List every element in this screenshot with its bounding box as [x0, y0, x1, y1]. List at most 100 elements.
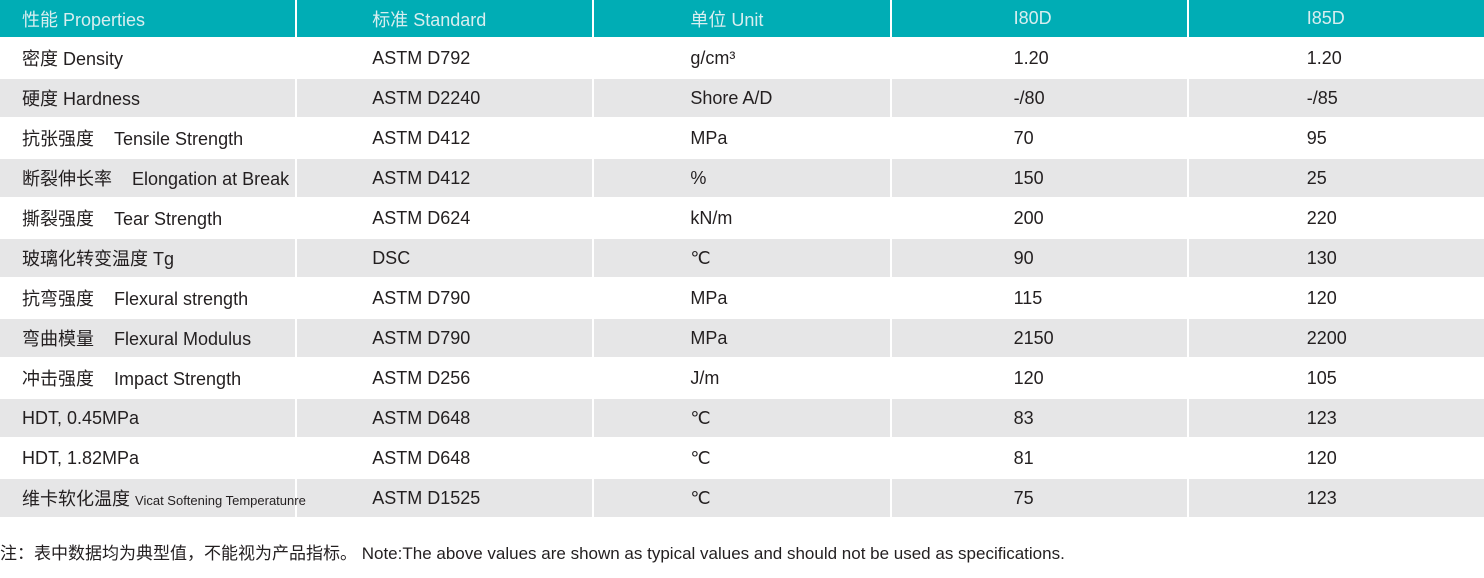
i80d-cell: 115 — [891, 279, 1187, 317]
unit-cell: kN/m — [594, 199, 890, 237]
unit-cell: g/cm³ — [594, 39, 890, 77]
property-en: Flexural Modulus — [114, 329, 252, 349]
standard-cell: ASTM D648 — [297, 399, 593, 437]
unit-cell: % — [594, 159, 890, 197]
i80d-cell: 150 — [891, 159, 1187, 197]
table-row: 撕裂强度 Tear Strength ASTM D624 kN/m 200 22… — [0, 199, 1484, 237]
unit-cell: MPa — [594, 119, 890, 157]
standard-cell: ASTM D648 — [297, 439, 593, 477]
header-unit: 单位 Unit — [594, 0, 890, 37]
property-en: Impact Strength — [114, 369, 242, 389]
property-en: Density — [63, 49, 124, 69]
unit-cell: MPa — [594, 319, 890, 357]
property-en: Elongation at Break — [132, 169, 290, 189]
unit-cell: J/m — [594, 359, 890, 397]
table-row: 弯曲模量 Flexural Modulus ASTM D790 MPa 2150… — [0, 319, 1484, 357]
i80d-cell: 75 — [891, 479, 1187, 517]
property-cell: 硬度 Hardness — [0, 79, 296, 117]
property-cell: HDT, 1.82MPa — [0, 439, 296, 477]
property-cn: 冲击强度 — [22, 369, 94, 389]
i85d-cell: 120 — [1188, 279, 1484, 317]
table-row: HDT, 1.82MPa ASTM D648 ℃ 81 120 — [0, 439, 1484, 477]
i80d-cell: 2150 — [891, 319, 1187, 357]
table-row: HDT, 0.45MPa ASTM D648 ℃ 83 123 — [0, 399, 1484, 437]
standard-cell: ASTM D2240 — [297, 79, 593, 117]
standard-cell: ASTM D1525 — [297, 479, 593, 517]
i85d-cell: 95 — [1188, 119, 1484, 157]
property-en: HDT, 1.82MPa — [22, 447, 140, 468]
i85d-cell: 2200 — [1188, 319, 1484, 357]
property-cn: 弯曲模量 — [22, 329, 94, 349]
property-cell: 撕裂强度 Tear Strength — [0, 199, 296, 237]
i80d-cell: -/80 — [891, 79, 1187, 117]
property-cell: 弯曲模量 Flexural Modulus — [0, 319, 296, 357]
property-cn: 玻璃化转变温度 — [22, 249, 148, 269]
unit-cell: ℃ — [594, 399, 890, 437]
property-cn: 断裂伸长率 — [22, 169, 112, 189]
property-cell: HDT, 0.45MPa — [0, 399, 296, 437]
unit-cell: MPa — [594, 279, 890, 317]
property-cell: 冲击强度 Impact Strength — [0, 359, 296, 397]
property-cell: 抗弯强度 Flexural strength — [0, 279, 296, 317]
i85d-cell: 123 — [1188, 399, 1484, 437]
i85d-cell: -/85 — [1188, 79, 1484, 117]
i80d-cell: 70 — [891, 119, 1187, 157]
i80d-cell: 81 — [891, 439, 1187, 477]
property-cn: 维卡软化温度 — [22, 489, 130, 509]
table-row: 玻璃化转变温度 Tg DSC ℃ 90 130 — [0, 239, 1484, 277]
standard-cell: ASTM D790 — [297, 279, 593, 317]
i80d-cell: 200 — [891, 199, 1187, 237]
table-header-row: 性能 Properties 标准 Standard 单位 Unit I80D I… — [0, 0, 1484, 37]
i80d-cell: 83 — [891, 399, 1187, 437]
property-cell: 玻璃化转变温度 Tg — [0, 239, 296, 277]
table-row: 硬度 Hardness ASTM D2240 Shore A/D -/80 -/… — [0, 79, 1484, 117]
table-row: 维卡软化温度 Vicat Softening Temperatunre ASTM… — [0, 479, 1484, 517]
property-en: Tensile Strength — [114, 129, 244, 149]
i85d-cell: 123 — [1188, 479, 1484, 517]
property-en: Flexural strength — [114, 289, 249, 309]
property-cn: 抗张强度 — [22, 129, 94, 149]
standard-cell: ASTM D624 — [297, 199, 593, 237]
property-en: HDT, 0.45MPa — [22, 407, 140, 428]
table-row: 抗弯强度 Flexural strength ASTM D790 MPa 115… — [0, 279, 1484, 317]
i80d-cell: 90 — [891, 239, 1187, 277]
property-en: Vicat Softening Temperatunre — [135, 493, 306, 508]
table-row: 密度 Density ASTM D792 g/cm³ 1.20 1.20 — [0, 39, 1484, 77]
properties-table: 性能 Properties 标准 Standard 单位 Unit I80D I… — [0, 0, 1484, 517]
standard-cell: ASTM D792 — [297, 39, 593, 77]
property-cell: 密度 Density — [0, 39, 296, 77]
property-cn: 硬度 — [22, 89, 58, 109]
footnote: 注：表中数据均为典型值，不能视为产品指标。 Note:The above val… — [0, 544, 1065, 563]
standard-cell: ASTM D412 — [297, 159, 593, 197]
standard-cell: DSC — [297, 239, 593, 277]
i85d-cell: 25 — [1188, 159, 1484, 197]
i85d-cell: 120 — [1188, 439, 1484, 477]
unit-cell: ℃ — [594, 479, 890, 517]
property-cn: 撕裂强度 — [22, 209, 94, 229]
standard-cell: ASTM D790 — [297, 319, 593, 357]
table-row: 断裂伸长率 Elongation at Break ASTM D412 % 15… — [0, 159, 1484, 197]
property-en: Tear Strength — [114, 209, 223, 229]
unit-cell: ℃ — [594, 239, 890, 277]
table-row: 冲击强度 Impact Strength ASTM D256 J/m 120 1… — [0, 359, 1484, 397]
header-i80d: I80D — [891, 0, 1187, 37]
property-en: Hardness — [63, 89, 141, 109]
standard-cell: ASTM D256 — [297, 359, 593, 397]
unit-cell: ℃ — [594, 439, 890, 477]
i85d-cell: 105 — [1188, 359, 1484, 397]
property-cell: 断裂伸长率 Elongation at Break — [0, 159, 296, 197]
property-cn: 密度 — [22, 49, 58, 69]
header-standard: 标准 Standard — [297, 0, 593, 37]
standard-cell: ASTM D412 — [297, 119, 593, 157]
property-cn: 抗弯强度 — [22, 289, 94, 309]
i80d-cell: 120 — [891, 359, 1187, 397]
i80d-cell: 1.20 — [891, 39, 1187, 77]
property-cell: 抗张强度 Tensile Strength — [0, 119, 296, 157]
i85d-cell: 220 — [1188, 199, 1484, 237]
i85d-cell: 130 — [1188, 239, 1484, 277]
header-i85d: I85D — [1188, 0, 1484, 37]
i85d-cell: 1.20 — [1188, 39, 1484, 77]
property-cell: 维卡软化温度 Vicat Softening Temperatunre — [0, 479, 306, 517]
property-en: Tg — [153, 249, 175, 269]
header-properties: 性能 Properties — [0, 0, 296, 37]
